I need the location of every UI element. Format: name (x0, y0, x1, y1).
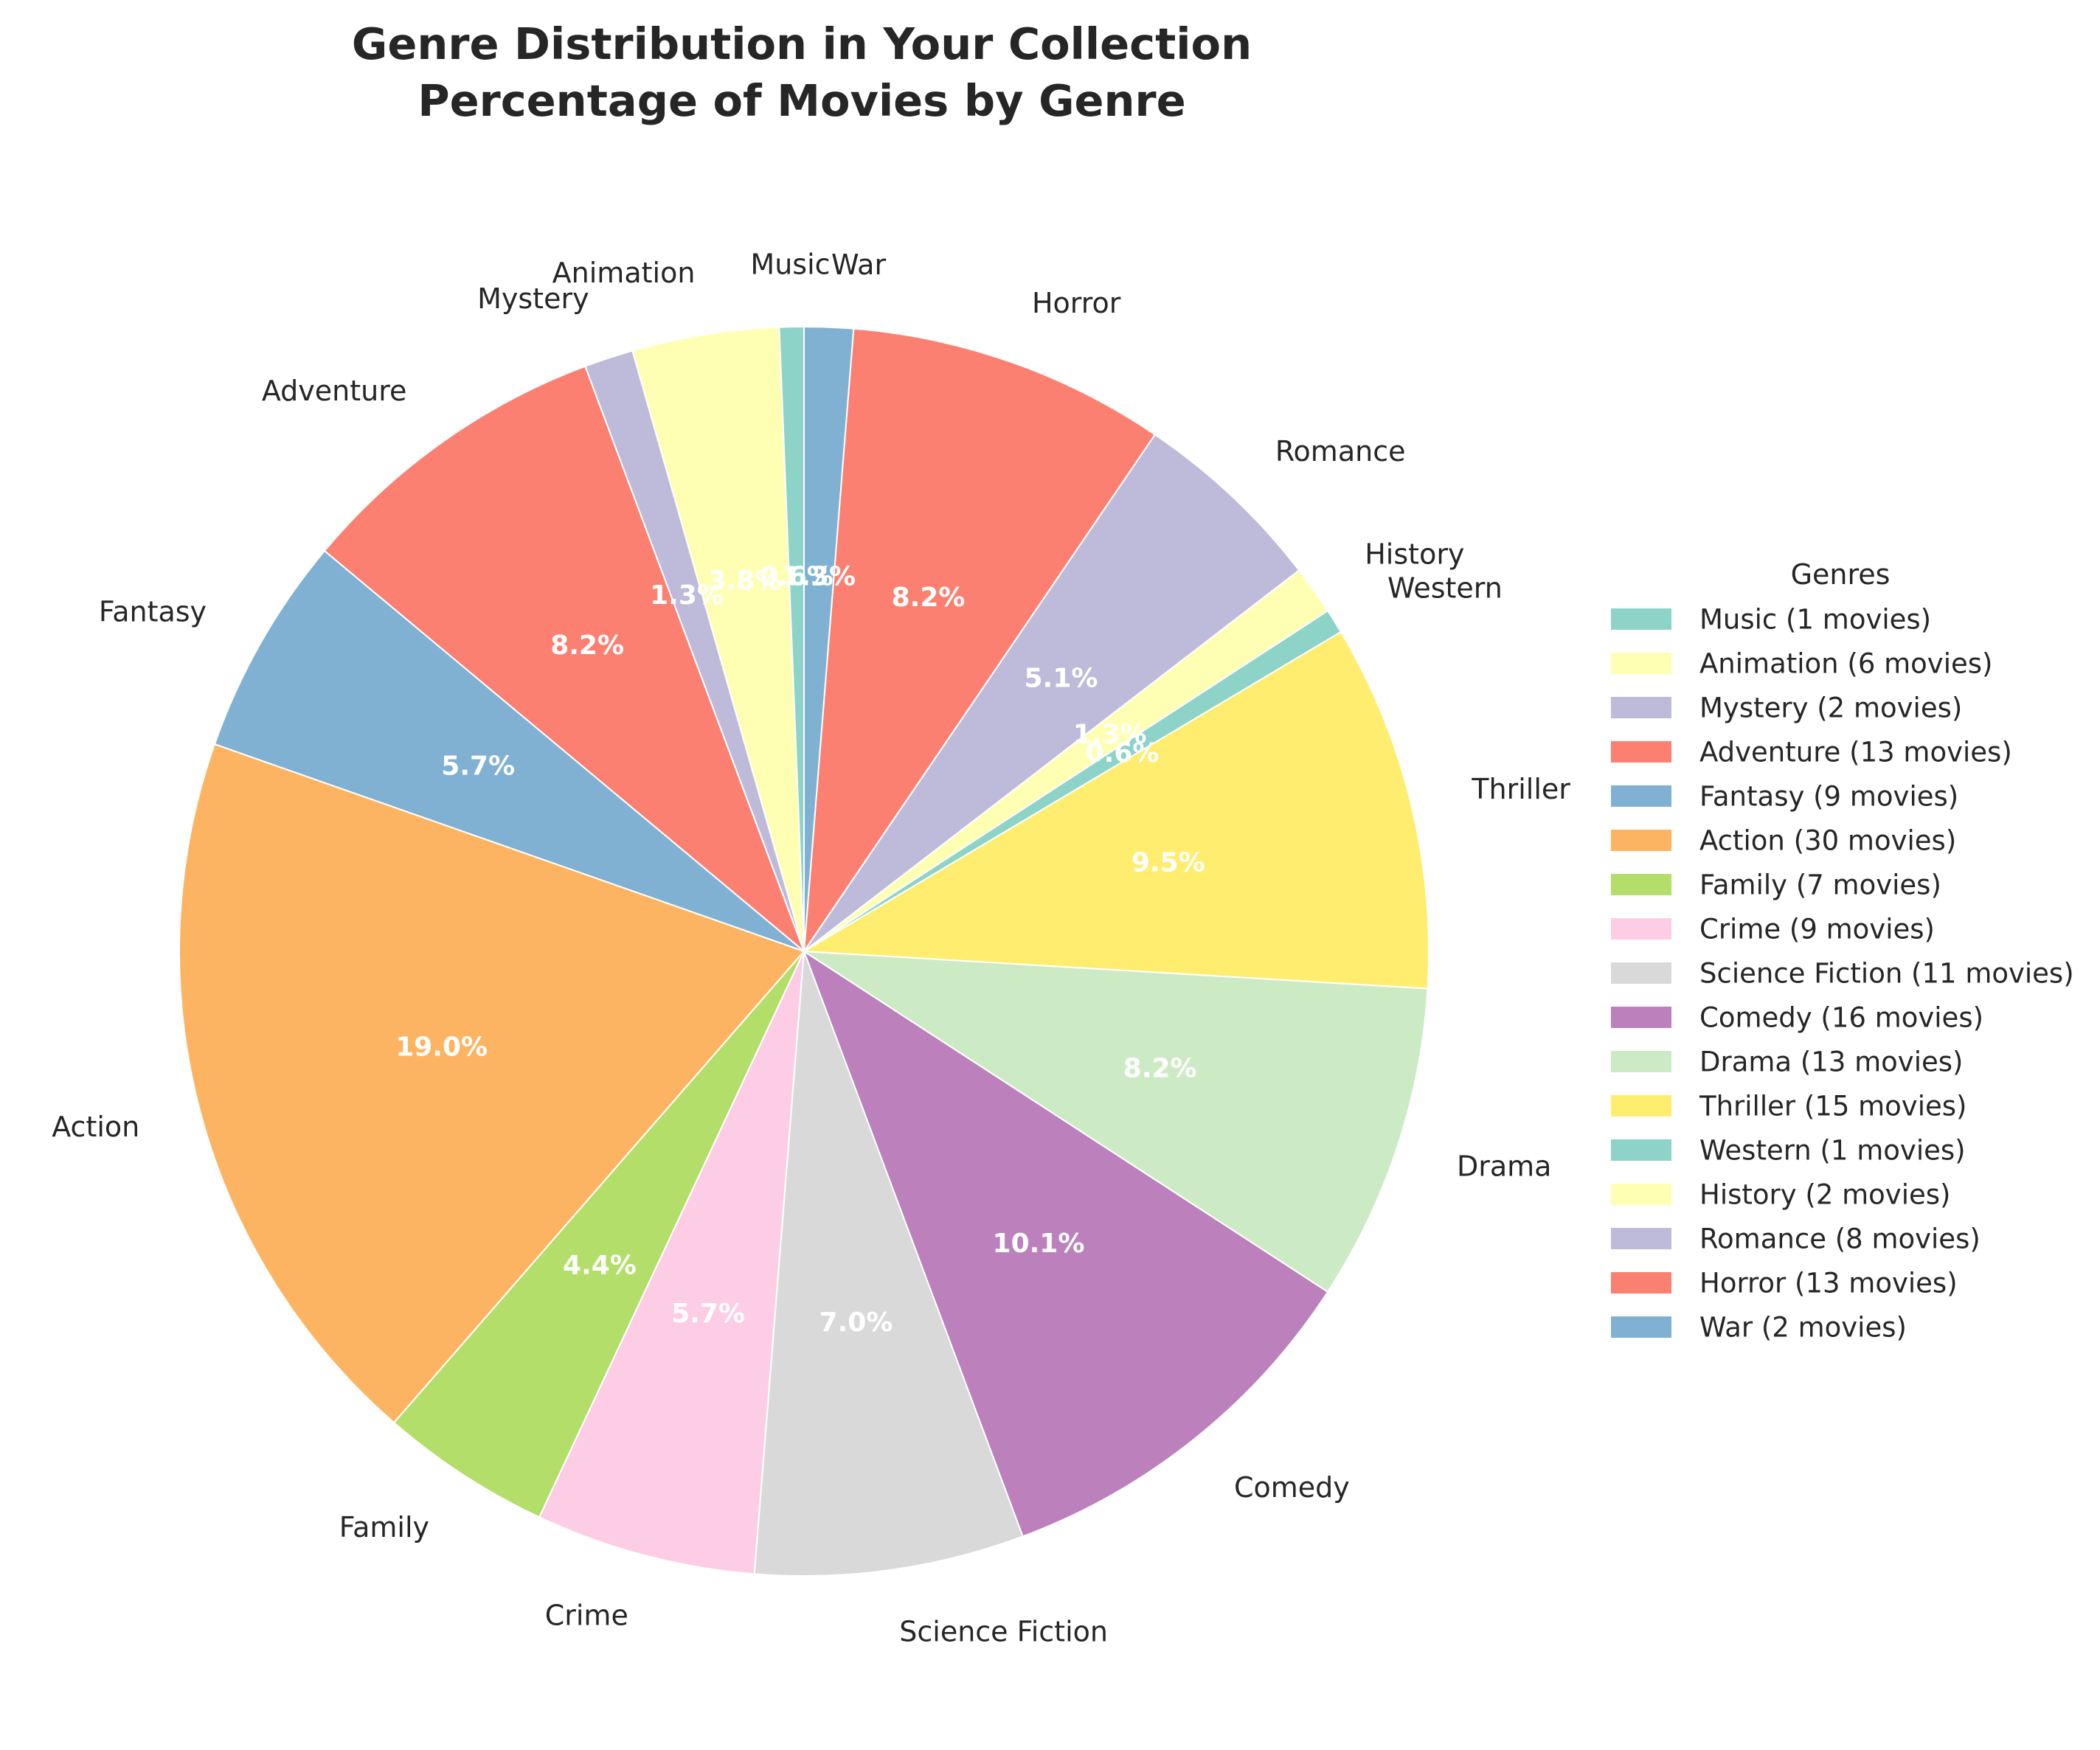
legend-label-thriller: Thriller (15 movies) (1699, 1091, 1966, 1122)
pct-label-war: 1.3% (782, 562, 856, 592)
pct-label-romance: 5.1% (1025, 664, 1098, 694)
legend-swatch-war (1611, 1316, 1671, 1338)
chart-title: Genre Distribution in Your Collection (352, 18, 1252, 69)
slice-war (803, 325, 855, 952)
legend-label-drama: Drama (13 movies) (1699, 1046, 1963, 1078)
genre-label-animation: Animation (552, 257, 696, 289)
legend-label-animation: Animation (6 movies) (1699, 648, 1992, 680)
legend-swatch-animation (1611, 653, 1671, 674)
genre-label-romance: Romance (1275, 435, 1406, 468)
legend-swatch-history (1611, 1184, 1671, 1205)
legend-label-fantasy: Fantasy (9 movies) (1699, 781, 1958, 813)
genre-label-science-fiction: Science Fiction (899, 1616, 1108, 1648)
pct-label-thriller: 9.5% (1132, 847, 1205, 878)
genre-label-action: Action (52, 1111, 139, 1143)
genre-label-western: Western (1387, 572, 1503, 605)
pie-slices (179, 325, 1430, 1577)
legend-label-science-fiction: Science Fiction (11 movies) (1699, 958, 2074, 990)
slice-animation (631, 326, 805, 952)
genre-label-crime: Crime (545, 1600, 628, 1632)
pct-label-action: 19.0% (395, 1032, 488, 1062)
slice-romance (803, 433, 1300, 952)
genre-label-mystery: Mystery (477, 282, 589, 315)
genre-label-thriller: Thriller (1471, 773, 1570, 805)
legend-swatch-comedy (1611, 1007, 1671, 1028)
pct-label-horror: 8.2% (892, 583, 966, 613)
legend-swatch-mystery (1611, 697, 1671, 718)
pct-label-history: 1.3% (1073, 720, 1147, 750)
pct-label-animation: 3.8% (708, 566, 782, 597)
genre-label-comedy: Comedy (1234, 1471, 1350, 1504)
legend-swatch-crime (1611, 918, 1671, 940)
pct-label-drama: 8.2% (1123, 1053, 1197, 1083)
genre-label-history: History (1365, 538, 1464, 570)
legend-label-history: History (2 movies) (1699, 1179, 1950, 1211)
slice-family (392, 951, 805, 1518)
chart-subtitle: Percentage of Movies by Genre (417, 75, 1185, 126)
slice-drama (801, 950, 1429, 1294)
legend-swatch-family (1611, 874, 1671, 895)
slice-action (179, 743, 805, 1424)
genre-label-family: Family (339, 1511, 429, 1544)
legend-label-family: Family (7 movies) (1699, 869, 1941, 901)
pct-label-mystery: 1.3% (650, 580, 724, 611)
slice-science-fiction (753, 951, 1024, 1577)
legend-swatch-drama (1611, 1051, 1671, 1072)
slice-adventure (323, 365, 806, 954)
genre-label-adventure: Adventure (262, 375, 407, 407)
genre-label-music: Music (750, 248, 830, 280)
legend-label-crime: Crime (9 movies) (1699, 914, 1935, 945)
pct-label-music: 0.6% (760, 561, 834, 591)
legend-swatch-fantasy (1611, 785, 1671, 807)
legend-swatch-science-fiction (1611, 962, 1671, 984)
legend-swatch-action (1611, 830, 1671, 851)
genre-label-war: War (831, 249, 886, 281)
genre-label-fantasy: Fantasy (99, 596, 207, 628)
legend-label-horror: Horror (13 movies) (1699, 1268, 1958, 1299)
legend-swatch-adventure (1611, 741, 1671, 763)
slice-fantasy (213, 549, 805, 952)
legend-swatch-horror (1611, 1272, 1671, 1294)
slice-thriller (801, 631, 1430, 990)
legend: Genres Music (1 movies) Animation (6 movi… (1611, 558, 2074, 1344)
slice-comedy (802, 949, 1329, 1538)
legend-swatch-western (1611, 1139, 1671, 1161)
legend-label-western: Western (1 movies) (1699, 1135, 1966, 1167)
pct-label-fantasy: 5.7% (441, 751, 515, 781)
pct-label-crime: 5.7% (671, 1299, 745, 1329)
genre-label-drama: Drama (1457, 1150, 1551, 1182)
legend-label-comedy: Comedy (16 movies) (1699, 1002, 1983, 1034)
slice-horror (803, 327, 1157, 954)
pct-label-western: 0.6% (1086, 738, 1160, 768)
legend-title: Genres (1791, 558, 1891, 591)
legend-label-music: Music (1 movies) (1699, 604, 1931, 636)
pct-label-adventure: 8.2% (550, 631, 624, 661)
pct-label-science-fiction: 7.0% (819, 1308, 893, 1338)
slice-crime (538, 951, 805, 1575)
genre-label-horror: Horror (1032, 287, 1121, 319)
legend-label-war: War (2 movies) (1699, 1312, 1907, 1344)
legend-swatch-music (1611, 608, 1671, 630)
pct-label-comedy: 10.1% (993, 1229, 1085, 1259)
legend-items: Music (1 movies) Animation (6 movies) Myst… (1611, 604, 2074, 1344)
legend-label-adventure: Adventure (13 movies) (1699, 737, 2012, 768)
legend-label-mystery: Mystery (2 movies) (1699, 692, 1962, 724)
legend-swatch-thriller (1611, 1095, 1671, 1117)
legend-label-action: Action (30 movies) (1699, 825, 1956, 857)
legend-label-romance: Romance (8 movies) (1699, 1223, 1981, 1255)
pct-label-family: 4.4% (563, 1251, 637, 1281)
percentage-labels: 0.6%3.8%1.3%8.2%5.7%19.0%4.4%5.7% 7.0%10.… (395, 561, 1205, 1337)
legend-swatch-romance (1611, 1228, 1671, 1249)
